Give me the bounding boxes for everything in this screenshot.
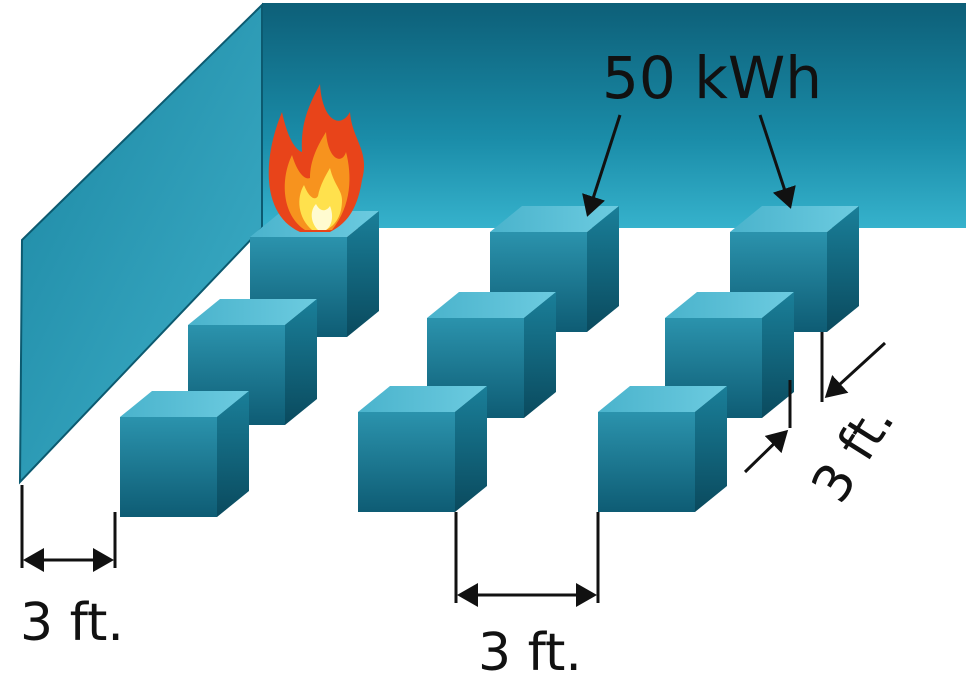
cube-top	[427, 292, 556, 318]
cube-top	[665, 292, 794, 318]
cube-side	[827, 206, 859, 332]
unit-spacing-label: 3 ft.	[801, 393, 907, 513]
cube-side	[695, 386, 727, 512]
cube-side	[285, 299, 317, 425]
capacity-arrow	[582, 114, 622, 217]
cube-top	[598, 386, 727, 412]
cube-front	[358, 412, 455, 512]
capacity-label: 50 kWh	[602, 44, 822, 112]
cube-top	[358, 386, 487, 412]
cube-side	[347, 211, 379, 337]
back-wall	[262, 3, 966, 228]
fire	[268, 84, 365, 232]
dimension-arrow	[743, 429, 789, 474]
capacity-arrow	[758, 114, 796, 209]
cube-front	[120, 417, 217, 517]
battery-units	[120, 206, 859, 517]
cube-top	[188, 299, 317, 325]
cube-side	[587, 206, 619, 332]
cube-side	[455, 386, 487, 512]
cube-side	[524, 292, 556, 418]
cube-side	[217, 391, 249, 517]
cube-side	[762, 292, 794, 418]
cube-top	[730, 206, 859, 232]
wall-spacing-label: 3 ft.	[20, 593, 124, 653]
cube-top	[120, 391, 249, 417]
cube-front	[598, 412, 695, 512]
dimension-arrow	[824, 341, 887, 399]
row-spacing-label: 3 ft.	[478, 623, 582, 679]
